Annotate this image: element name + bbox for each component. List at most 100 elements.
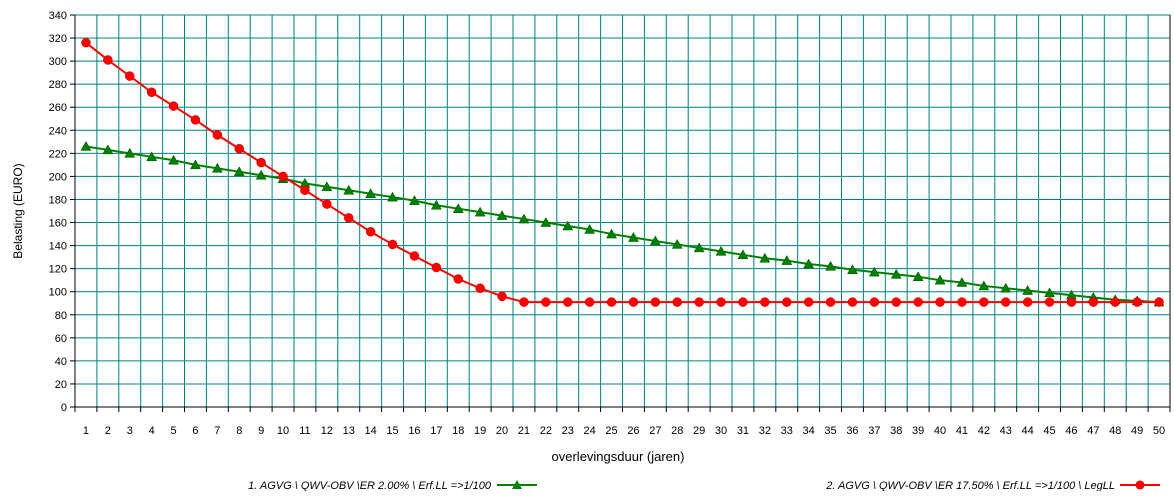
x-tick-label: 40 (934, 425, 946, 437)
data-point (496, 210, 508, 220)
data-point (474, 206, 486, 217)
legend-swatch (497, 480, 537, 489)
data-point (869, 297, 880, 307)
x-tick-label: 2 (105, 425, 111, 437)
x-tick-label: 44 (1022, 425, 1034, 437)
data-point (1022, 297, 1033, 307)
data-point (803, 297, 814, 307)
x-tick-label: 19 (474, 425, 486, 437)
x-tick-label: 29 (693, 425, 705, 437)
data-point (168, 101, 179, 111)
data-point (431, 262, 442, 273)
x-tick-label: 26 (627, 425, 639, 437)
x-tick-label: 12 (321, 425, 333, 437)
data-point (1132, 297, 1142, 307)
data-point (606, 228, 617, 239)
data-point (81, 37, 91, 48)
x-tick-label: 7 (214, 425, 220, 437)
x-tick-label: 28 (671, 425, 683, 437)
x-tick-label: 36 (846, 425, 858, 437)
x-tick-label: 30 (715, 425, 727, 437)
data-point (1154, 297, 1164, 307)
data-point (738, 297, 748, 307)
y-tick-label: 280 (49, 79, 67, 91)
data-point (1066, 297, 1077, 307)
data-point (1001, 297, 1011, 307)
x-tick-label: 6 (192, 425, 198, 437)
data-point (1022, 285, 1034, 295)
data-point (737, 249, 749, 260)
y-tick-label: 180 (49, 194, 67, 206)
x-tick-label: 3 (127, 425, 133, 437)
data-point (694, 297, 704, 307)
data-point (146, 87, 157, 97)
data-point (759, 252, 771, 263)
data-point (716, 297, 726, 307)
data-point (300, 185, 310, 195)
y-tick-label: 120 (49, 264, 67, 276)
y-tick-label: 220 (49, 148, 67, 160)
y-tick-label: 40 (55, 356, 67, 368)
data-point (365, 188, 377, 198)
y-tick-label: 60 (55, 333, 67, 345)
legend-item-series-1: 1. AGVG \ QWV-OBV \ER 2.00% \ Erf.LL =>1… (248, 480, 537, 492)
data-point (715, 245, 727, 256)
data-point (760, 297, 770, 307)
y-tick-label: 320 (49, 33, 67, 45)
data-point (934, 274, 946, 285)
data-point (387, 191, 398, 202)
data-point (1000, 282, 1012, 293)
x-tick-label: 20 (496, 425, 508, 437)
data-point (212, 130, 223, 140)
x-tick-label: 27 (649, 425, 661, 437)
data-point (365, 227, 376, 237)
data-point (782, 297, 792, 307)
data-point (409, 251, 420, 261)
x-tick-label: 5 (170, 425, 176, 437)
data-point (1110, 297, 1120, 307)
x-tick-label: 1 (83, 425, 89, 437)
data-point (344, 213, 354, 223)
data-point (409, 195, 420, 205)
data-point (124, 147, 136, 158)
data-point (540, 217, 552, 227)
data-point (343, 184, 355, 195)
data-point (519, 297, 529, 307)
data-point (321, 181, 333, 192)
data-point (628, 232, 639, 242)
x-tick-label: 17 (430, 425, 442, 437)
data-point (979, 297, 989, 307)
data-point (650, 297, 661, 307)
data-point (541, 297, 551, 307)
axes: 0204060801001201401601802002202402602803… (49, 10, 1171, 437)
data-point (256, 157, 266, 168)
x-tick-label: 8 (236, 425, 242, 437)
x-tick-label: 21 (518, 425, 530, 437)
y-tick-label: 100 (49, 287, 67, 299)
data-point (957, 297, 967, 307)
x-tick-label: 15 (386, 425, 398, 437)
data-point (890, 268, 902, 279)
x-tick-label: 39 (912, 425, 924, 437)
data-point (868, 266, 880, 277)
data-point (935, 297, 945, 307)
x-tick-label: 43 (1000, 425, 1012, 437)
data-point (387, 239, 398, 250)
data-point (891, 297, 901, 307)
series-layer (80, 37, 1165, 307)
x-tick-label: 14 (365, 425, 377, 437)
x-tick-label: 10 (277, 425, 289, 437)
legend-marker (1135, 480, 1145, 490)
x-tick-label: 25 (605, 425, 617, 437)
data-point (606, 297, 617, 307)
x-tick-label: 22 (540, 425, 552, 437)
data-point (168, 154, 179, 165)
x-tick-label: 48 (1109, 425, 1121, 437)
y-tick-label: 240 (49, 125, 67, 137)
legend-marker (512, 480, 522, 489)
data-point (956, 276, 968, 287)
y-tick-label: 20 (55, 379, 67, 391)
x-axis-title: overlevingsduur (jaren) (552, 449, 685, 464)
y-tick-label: 140 (49, 241, 67, 253)
